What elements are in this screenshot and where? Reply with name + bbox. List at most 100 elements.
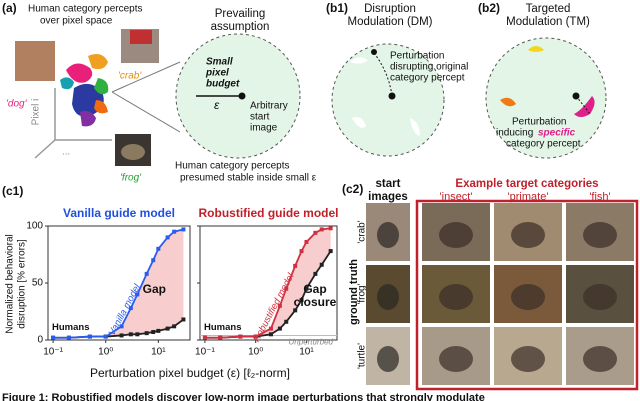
epsilon-ball bbox=[485, 37, 607, 159]
note: category percept bbox=[506, 139, 581, 150]
point bbox=[202, 335, 207, 340]
point bbox=[103, 334, 108, 339]
y-tick-label: 100 bbox=[26, 221, 43, 232]
point bbox=[299, 249, 304, 254]
axis-ellipsis: ... bbox=[62, 147, 70, 158]
x-tick-label: 10⁰ bbox=[98, 347, 113, 358]
frog-image-detail bbox=[121, 144, 145, 160]
point bbox=[304, 239, 309, 244]
point bbox=[128, 306, 133, 311]
chart-title: Robustified guide model bbox=[199, 206, 339, 220]
point bbox=[313, 230, 318, 235]
point bbox=[293, 263, 298, 268]
category-label: 'crab' bbox=[118, 71, 142, 82]
panel-label: (b2) bbox=[478, 1, 500, 15]
blob bbox=[94, 78, 109, 95]
blob bbox=[500, 97, 516, 107]
panel-title: Targeted bbox=[526, 3, 571, 15]
point bbox=[119, 333, 124, 338]
note: Human category percepts bbox=[175, 161, 290, 172]
annotation: Gap bbox=[303, 282, 326, 296]
panel-c1: (c1) Normalized behavioral disruption [%… bbox=[2, 184, 290, 380]
image-subject bbox=[511, 346, 545, 372]
panel-title: Prevailing bbox=[215, 8, 266, 20]
y-tick-label: 0 bbox=[37, 335, 43, 346]
start-label: start bbox=[250, 112, 270, 123]
point bbox=[165, 326, 170, 331]
point bbox=[181, 227, 186, 232]
note: inducing bbox=[496, 128, 533, 139]
note-emphasis: specific bbox=[538, 128, 576, 139]
column-title: Example target categories bbox=[455, 178, 598, 190]
annotation: closure bbox=[294, 295, 337, 309]
gap-fill bbox=[204, 228, 331, 338]
point bbox=[284, 286, 289, 291]
caption: Figure 1: Robustified models discover lo… bbox=[2, 392, 485, 401]
image-subject bbox=[439, 284, 473, 310]
pixel-axis bbox=[34, 139, 56, 159]
image-subject bbox=[583, 284, 617, 310]
point bbox=[299, 298, 304, 303]
point bbox=[313, 271, 318, 276]
heading: Human category percepts bbox=[28, 4, 143, 15]
start-point bbox=[572, 92, 580, 100]
panel-title: Modulation (TM) bbox=[506, 16, 590, 28]
point bbox=[304, 286, 309, 291]
blob bbox=[410, 118, 420, 136]
chart-title: Vanilla guide model bbox=[63, 206, 175, 220]
annotation: Gap bbox=[143, 282, 166, 296]
blob bbox=[80, 110, 96, 127]
blob bbox=[60, 77, 74, 90]
column-label: 'fish' bbox=[589, 191, 610, 203]
image-subject bbox=[439, 346, 473, 372]
dog-image bbox=[13, 39, 57, 83]
image-subject bbox=[377, 222, 399, 248]
axis-label: Pixel i bbox=[31, 99, 42, 126]
point bbox=[144, 331, 149, 336]
start-point bbox=[238, 92, 246, 100]
point bbox=[181, 317, 186, 322]
point bbox=[284, 319, 289, 324]
row-title: ground truth bbox=[348, 259, 360, 325]
image-subject bbox=[511, 222, 545, 248]
panel-label: (a) bbox=[2, 1, 17, 15]
panel-label: (c1) bbox=[2, 184, 23, 198]
budget-label: pixel bbox=[205, 68, 229, 79]
point bbox=[268, 326, 273, 331]
point bbox=[165, 235, 170, 240]
panel-label: (b1) bbox=[326, 1, 348, 15]
budget-label: Small bbox=[206, 57, 233, 68]
point bbox=[293, 308, 298, 313]
blob bbox=[66, 63, 93, 83]
point bbox=[277, 303, 282, 308]
point bbox=[156, 328, 161, 333]
start-label: Arbitrary bbox=[250, 101, 288, 112]
point bbox=[328, 249, 333, 254]
image-subject bbox=[377, 284, 399, 310]
point bbox=[135, 292, 140, 297]
zoom-line bbox=[111, 61, 181, 133]
image-subject bbox=[583, 222, 617, 248]
x-tick-label: 10⁻¹ bbox=[195, 347, 215, 358]
start-point bbox=[388, 92, 396, 100]
point bbox=[151, 330, 156, 335]
crab-image-detail bbox=[130, 30, 152, 44]
note: disrupting original bbox=[390, 62, 468, 73]
panel-c2: (c2) start images Example target categor… bbox=[342, 178, 639, 391]
category-label: 'dog' bbox=[6, 99, 28, 110]
note: presumed stable inside small ε bbox=[180, 173, 317, 184]
panel-a: (a) Human category percepts over pixel s… bbox=[2, 1, 317, 183]
y-axis-label: disruption [% errors] bbox=[17, 239, 28, 329]
note: Perturbation bbox=[390, 51, 444, 62]
reference-label: Unperturbed bbox=[289, 338, 334, 347]
point bbox=[172, 324, 177, 329]
end-point bbox=[371, 49, 377, 55]
column-title: images bbox=[368, 191, 408, 203]
blob bbox=[350, 57, 368, 64]
x-tick-label: 10⁻¹ bbox=[43, 347, 63, 358]
image-subject bbox=[511, 284, 545, 310]
budget-label: budget bbox=[206, 79, 240, 90]
point bbox=[135, 332, 140, 337]
point bbox=[87, 334, 92, 339]
point bbox=[172, 229, 177, 234]
